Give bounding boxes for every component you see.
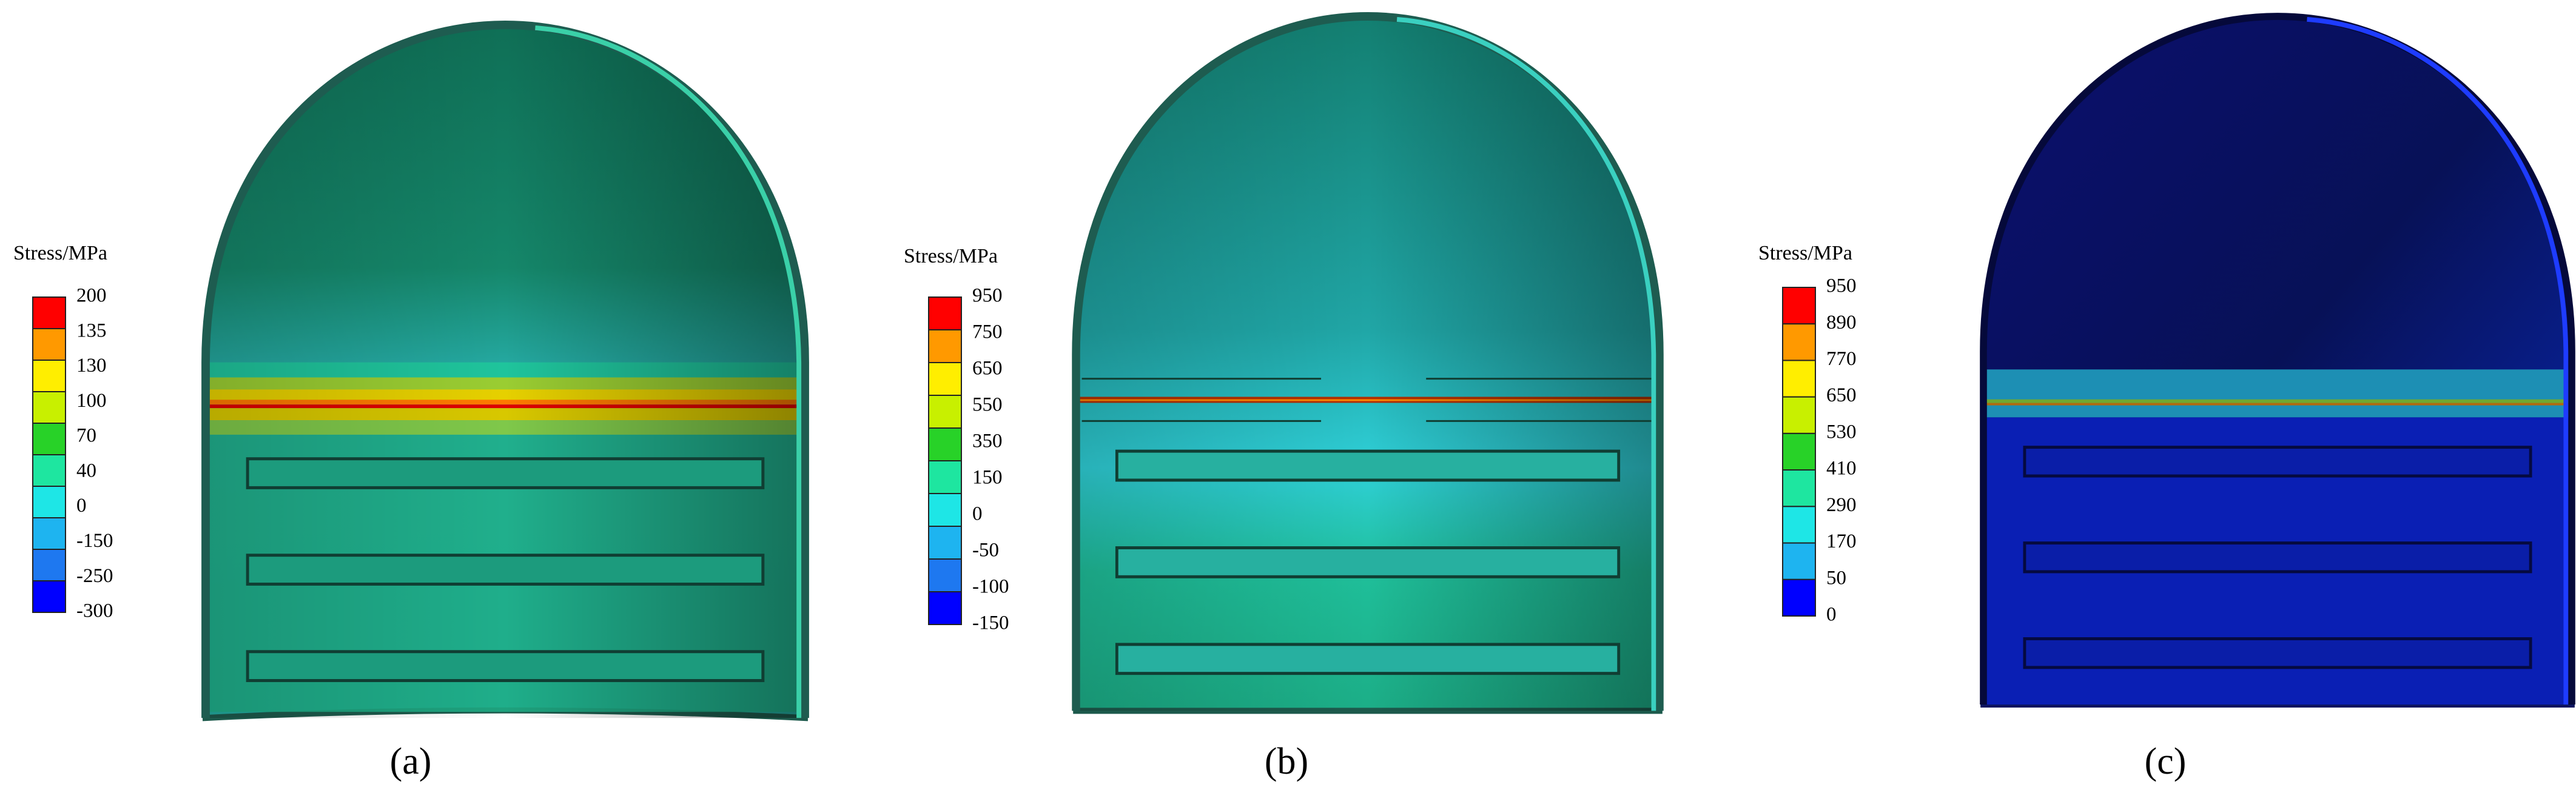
legend-swatch [32, 549, 66, 581]
legend-swatch [1782, 323, 1816, 361]
legend-value: -250 [76, 565, 113, 587]
legend-swatch [1782, 396, 1816, 434]
legend-swatch [928, 460, 962, 494]
legend-value: 350 [972, 430, 1003, 452]
legend-value: 70 [76, 425, 96, 447]
legend-value: 100 [76, 390, 107, 412]
legend-swatch [1782, 542, 1816, 580]
contour-plot-c [1980, 13, 2575, 708]
legend-value: 150 [972, 467, 1003, 489]
legend-value: 550 [972, 394, 1003, 416]
legend-swatch [32, 296, 66, 329]
legend-swatch [32, 360, 66, 392]
contour-plot-a [201, 21, 809, 722]
legend-swatch [32, 423, 66, 455]
legend-swatch [1782, 506, 1816, 544]
legend-value: 750 [972, 321, 1003, 343]
legend-swatch [32, 486, 66, 518]
legend-value: -150 [76, 530, 113, 552]
legend-swatch [928, 493, 962, 527]
legend-swatch [1782, 469, 1816, 507]
legend-swatch [928, 591, 962, 625]
legend-value: 50 [1826, 567, 1846, 589]
legend-swatch [928, 526, 962, 560]
legend-title: Stress/MPa [904, 245, 998, 267]
legend-swatch [32, 391, 66, 424]
legend-swatch [928, 395, 962, 429]
legend-value: -300 [76, 600, 113, 622]
legend-swatch [1782, 432, 1816, 471]
legend-swatch [928, 296, 962, 330]
panel-label: (a) [390, 741, 432, 782]
legend-swatch [928, 329, 962, 363]
legend-value: 0 [972, 503, 983, 525]
legend-value: 950 [1826, 275, 1857, 297]
legend-swatch [32, 580, 66, 613]
legend-swatch [1782, 578, 1816, 617]
legend-swatch [32, 517, 66, 550]
legend-value: 200 [76, 285, 107, 307]
legend-value: 0 [1826, 604, 1837, 626]
legend-value: -100 [972, 576, 1009, 598]
legend-value: 130 [76, 355, 107, 377]
contour-plot-b [1072, 12, 1664, 714]
legend-swatch [928, 427, 962, 461]
legend-title: Stress/MPa [13, 242, 107, 264]
panel-label: (b) [1265, 741, 1308, 782]
legend-value: 530 [1826, 421, 1857, 443]
legend-swatch [1782, 360, 1816, 398]
legend-value: 650 [972, 358, 1003, 380]
legend-value: 40 [76, 460, 96, 481]
legend-value: 890 [1826, 312, 1857, 333]
legend-swatch [1782, 287, 1816, 325]
legend-value: 0 [76, 495, 87, 517]
legend-swatch [32, 454, 66, 487]
legend-value: 170 [1826, 531, 1857, 552]
legend-swatch [32, 328, 66, 361]
legend-value: 290 [1826, 494, 1857, 516]
legend-value: 135 [76, 320, 107, 341]
legend-value: -150 [972, 612, 1009, 634]
legend-swatch [928, 558, 962, 592]
legend-swatch [928, 362, 962, 396]
legend-value: 950 [972, 285, 1003, 307]
panel-label: (c) [2145, 741, 2187, 782]
legend-value: 650 [1826, 384, 1857, 406]
legend-title: Stress/MPa [1758, 242, 1852, 264]
legend-value: -50 [972, 540, 999, 561]
legend-value: 410 [1826, 458, 1857, 480]
legend-value: 770 [1826, 348, 1857, 370]
